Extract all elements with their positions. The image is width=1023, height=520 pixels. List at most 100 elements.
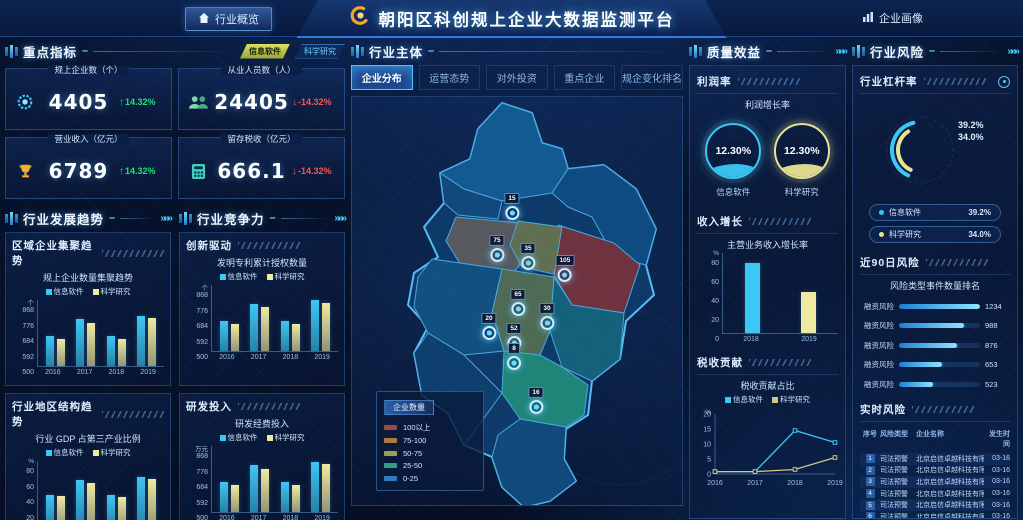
tab-规企变化排名[interactable]: 规企变化排名 <box>621 65 683 90</box>
sub-title: 实时风险 <box>860 404 906 416</box>
bar <box>56 496 65 520</box>
competitiveness-header: 行业竞争力 – »»» <box>179 209 347 227</box>
tab-重点企业[interactable]: 重点企业 <box>553 65 615 90</box>
x-tick: 2019 <box>314 515 330 520</box>
map-marker[interactable]: 16 <box>528 387 544 414</box>
map-marker[interactable]: 20 <box>481 313 497 340</box>
tab-运营态势[interactable]: 运营态势 <box>418 65 480 90</box>
expand-arrows-icon[interactable]: »»» <box>1007 45 1020 57</box>
card-title: 区域企业集聚趋势 <box>12 240 93 267</box>
kpi-card-label: 营业收入（亿元） <box>6 133 171 145</box>
chart-income-growth: 主营业务收入增长率% 80 60 40 20 0 2018 2019 <box>697 238 838 343</box>
bar <box>745 263 761 333</box>
legend-entry: 信息软件 <box>219 271 258 282</box>
pin-icon <box>557 268 572 282</box>
section-bars-icon <box>5 211 18 225</box>
leverage-legend: 信息软件 39.2% 科学研究 34.0% <box>860 204 1010 243</box>
bar-group <box>745 253 761 333</box>
filter-tag[interactable]: 科学研究 <box>295 43 345 59</box>
top-header: 行业概览 朝阳区科创规上企业大数据监测平台 企业画像 <box>0 0 1023 38</box>
map-marker[interactable]: 105 <box>555 255 575 282</box>
kpi-label-text: 营业收入（亿元） <box>48 134 129 144</box>
legend-label: 信息软件 <box>227 433 258 442</box>
bar <box>261 468 270 512</box>
marker-count: 75 <box>489 235 505 246</box>
map-legend-rows: 100以上 75-100 50-75 25-50 0-25 <box>384 422 476 483</box>
map-marker[interactable]: 35 <box>520 243 536 270</box>
section-line <box>93 50 235 52</box>
profit-gauge: 12.30% 信息软件 <box>705 123 762 198</box>
legend-label: 50-75 <box>403 448 423 458</box>
marker-count: 20 <box>481 313 497 324</box>
bar <box>117 339 126 366</box>
y-tick: 592 <box>22 353 34 361</box>
row-index: 1 <box>860 454 880 464</box>
table-row[interactable]: 3 司法预警北京启信卓越科技有限公司 03-16 <box>860 476 1010 488</box>
x-tick: 2019 <box>140 369 156 376</box>
marker-count: 52 <box>506 323 522 334</box>
legend-label: 信息软件 <box>227 272 258 281</box>
info-icon[interactable] <box>998 75 1010 88</box>
nav-label: 行业概览 <box>215 14 259 26</box>
company-name: 北京启信卓越科技有限公司 <box>916 455 984 463</box>
bar-group <box>250 446 270 512</box>
legend-entry: 信息软件 <box>45 286 84 297</box>
x-tick: 2018 <box>743 336 759 343</box>
tab-企业分布[interactable]: 企业分布 <box>351 65 413 90</box>
pin-icon <box>510 302 525 316</box>
table-row[interactable]: 4 司法预警北京启信卓越科技有限公司 03-16 <box>860 488 1010 500</box>
filter-tag[interactable]: 信息软件 <box>240 43 290 59</box>
kpi-value: 6789 <box>48 159 109 183</box>
row-index: 6 <box>860 512 880 518</box>
marker-count: 30 <box>539 303 555 314</box>
table-row[interactable]: 1 司法预警北京启信卓越科技有限公司 03-16 <box>860 453 1010 465</box>
svg-text:2016: 2016 <box>707 480 723 487</box>
kpi-card: 规上企业数（个） 4405 ↑ 14.32% <box>5 65 172 130</box>
nav-enterprise-portrait[interactable]: 企业画像 <box>850 7 935 29</box>
gauge-value: 12.30% <box>783 145 820 157</box>
svg-text:34.0%: 34.0% <box>958 132 984 142</box>
row-index: 2 <box>860 465 880 475</box>
bar-group <box>137 300 157 366</box>
legend-item: 75-100 <box>384 436 476 445</box>
card-title: 研发投入 <box>186 401 232 413</box>
section-line <box>120 217 156 219</box>
y-tick: 776 <box>196 468 208 476</box>
map-marker[interactable]: 30 <box>539 303 555 330</box>
quality-column: 质量效益 – »»» 利润率 利润增长率 12.30% 信息软件 12.30% 科学研… <box>689 42 848 519</box>
home-icon <box>198 12 210 27</box>
tab-对外投资[interactable]: 对外投资 <box>486 65 548 90</box>
kpi-card-label: 从业人员数（人） <box>179 64 344 76</box>
trophy-icon <box>12 163 38 180</box>
expand-arrows-icon[interactable]: »»» <box>334 212 347 224</box>
risk-bar-row: 融资风险 1234 <box>860 301 1010 312</box>
table-row[interactable]: 6 司法预警 北京启信卓越科技有限公司 03-16 <box>860 511 1010 518</box>
table-row[interactable]: 5 司法预警北京启信卓越科技有限公司 03-16 <box>860 499 1010 511</box>
marker-count: 65 <box>510 289 526 300</box>
quality-section-header: 质量效益 – »»» <box>689 42 848 60</box>
legend-entry: 信息软件 <box>219 432 258 443</box>
nav-industry-overview[interactable]: 行业概览 <box>185 7 272 31</box>
map-marker[interactable]: 65 <box>510 289 526 316</box>
chart-title: 利润增长率 <box>744 100 790 110</box>
table-row[interactable]: 2 司法预警北京启信卓越科技有限公司 03-16 <box>860 465 1010 477</box>
bar-fill <box>899 303 980 309</box>
profit-gauge: 12.30% 科学研究 <box>773 123 830 198</box>
map-marker[interactable]: 75 <box>489 235 505 262</box>
expand-arrows-icon[interactable]: »»» <box>160 212 173 224</box>
svg-text:%: % <box>705 409 711 416</box>
plot <box>211 285 338 352</box>
map-legend: 企业数量 100以上 75-100 50-75 25-50 0-25 <box>376 391 484 491</box>
expand-arrows-icon[interactable]: »»» <box>835 45 848 57</box>
marker-count: 105 <box>555 255 575 266</box>
section-line <box>940 50 1003 52</box>
bar-fill <box>899 362 942 367</box>
map-marker[interactable]: 15 <box>504 193 520 220</box>
marker-count: 8 <box>508 343 520 354</box>
bar-fill <box>899 323 964 328</box>
svg-text:5: 5 <box>707 457 711 464</box>
x-tick: 2017 <box>76 369 93 376</box>
map-marker[interactable]: 8 <box>507 343 521 370</box>
risk-count: 523 <box>985 379 998 389</box>
